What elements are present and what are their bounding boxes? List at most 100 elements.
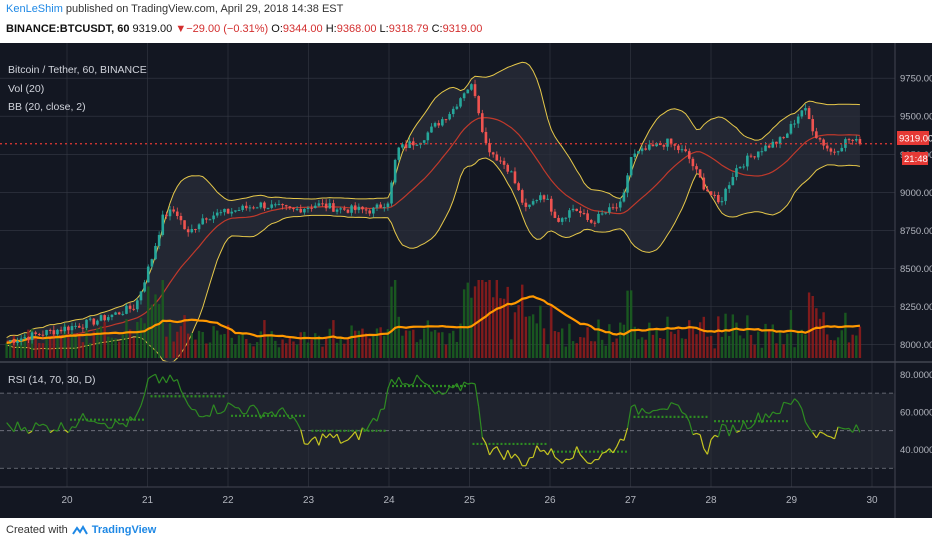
legend-rsi[interactable]: RSI (14, 70, 30, D) <box>8 374 96 386</box>
legend-bb[interactable]: BB (20, close, 2) <box>8 101 86 113</box>
time-tick-label: 20 <box>61 495 73 506</box>
volume-bar <box>237 335 241 358</box>
rsi-line-segment <box>612 446 618 454</box>
last-price: 9319.00 <box>132 23 173 35</box>
rsi-line-segment <box>194 409 200 417</box>
price-tag-value: 9319.00 <box>899 134 932 145</box>
volume-bar <box>528 316 531 358</box>
volume-bar <box>546 344 549 358</box>
candle-body <box>223 208 226 213</box>
volume-bar <box>513 312 517 358</box>
rsi-line-segment <box>710 434 716 440</box>
rsi-line-segment <box>543 449 549 456</box>
rsi-line-segment <box>641 407 647 413</box>
rsi-line-segment <box>434 390 440 395</box>
candle-body <box>484 131 488 144</box>
rsi-line-segment <box>187 404 193 410</box>
chart-area[interactable]: 9750.009500.009250.009000.008750.008500.… <box>0 43 932 518</box>
volume-bar <box>186 333 190 358</box>
volume-bar <box>844 312 847 358</box>
candle-body <box>604 212 608 214</box>
volume-bar <box>473 286 477 358</box>
volume-bar <box>793 347 796 358</box>
volume-bar <box>281 339 284 358</box>
volume-bar <box>161 280 164 358</box>
candle-body <box>30 332 34 340</box>
volume-bar <box>168 323 172 358</box>
rsi-line-segment <box>282 407 287 414</box>
volume-bar <box>361 328 364 358</box>
rsi-line-segment <box>347 435 353 441</box>
candle-body <box>677 145 680 151</box>
candle-body <box>499 160 502 162</box>
rsi-line-segment <box>267 411 273 415</box>
candle-body <box>266 207 270 209</box>
rsi-line-segment <box>587 462 592 465</box>
candle-body <box>651 144 655 147</box>
volume-bar <box>408 330 411 358</box>
volume-bar <box>386 329 390 358</box>
candle-body <box>764 145 767 152</box>
rsi-line-segment <box>318 433 324 446</box>
volume-bar <box>611 342 615 358</box>
candle-body <box>194 228 197 230</box>
rsi-line-segment <box>830 436 835 440</box>
candle-body <box>637 151 640 154</box>
candle-body <box>786 133 789 138</box>
volume-bar <box>335 342 339 358</box>
volume-bar <box>147 286 150 358</box>
candle-body <box>695 166 698 170</box>
rsi-line-segment <box>489 448 494 456</box>
rsi-line-segment <box>463 381 469 385</box>
candle-body <box>633 153 637 158</box>
candle-body <box>597 213 600 223</box>
candle-body <box>491 152 495 155</box>
rsi-line-segment <box>245 406 251 414</box>
candle-body <box>600 213 604 215</box>
candle-body <box>103 315 106 321</box>
volume-bar <box>571 341 575 358</box>
author-link[interactable]: KenLeShim <box>6 3 63 15</box>
candle-body <box>339 208 342 210</box>
volume-bar <box>139 317 143 358</box>
candle-body <box>34 332 37 335</box>
price-tick-label: 9000.00 <box>900 188 932 199</box>
candle-body <box>179 215 183 221</box>
volume-bar <box>640 337 644 358</box>
rsi-line-segment <box>427 384 432 390</box>
rsi-line-segment <box>24 426 29 434</box>
volume-bar <box>706 336 709 358</box>
candle-body <box>353 205 357 211</box>
legend-vol[interactable]: Vol (20) <box>8 83 44 95</box>
volume-bar <box>121 334 125 358</box>
rsi-line-segment <box>209 404 215 417</box>
volume-bar <box>259 331 262 358</box>
rsi-line-segment <box>217 412 221 415</box>
rsi-line-segment <box>438 390 443 395</box>
rsi-line-segment <box>456 383 462 392</box>
volume-bar <box>59 336 63 358</box>
legend-title[interactable]: Bitcoin / Tether, 60, BINANCE <box>8 64 147 76</box>
rsi-line-segment <box>637 408 643 415</box>
candle-body <box>575 208 579 211</box>
candle-body <box>172 209 175 212</box>
candle-body <box>433 123 437 127</box>
candle-body <box>426 132 430 141</box>
volume-bar <box>568 323 571 358</box>
rsi-line-segment <box>645 411 650 414</box>
rsi-line-segment <box>49 429 55 434</box>
rsi-line-segment <box>768 411 774 419</box>
volume-bar <box>157 304 161 358</box>
volume-bar <box>684 338 687 358</box>
candle-body <box>422 140 426 143</box>
candle-body <box>303 209 306 213</box>
candle-body <box>648 144 651 150</box>
rsi-line-segment <box>154 374 160 384</box>
candle-body <box>186 229 190 233</box>
rsi-line-segment <box>714 434 719 438</box>
tradingview-brand[interactable]: TradingView <box>91 524 157 536</box>
rsi-line-segment <box>471 382 476 385</box>
candle-body <box>480 113 484 132</box>
candle-body <box>553 211 557 218</box>
high-label: H: <box>325 23 337 35</box>
